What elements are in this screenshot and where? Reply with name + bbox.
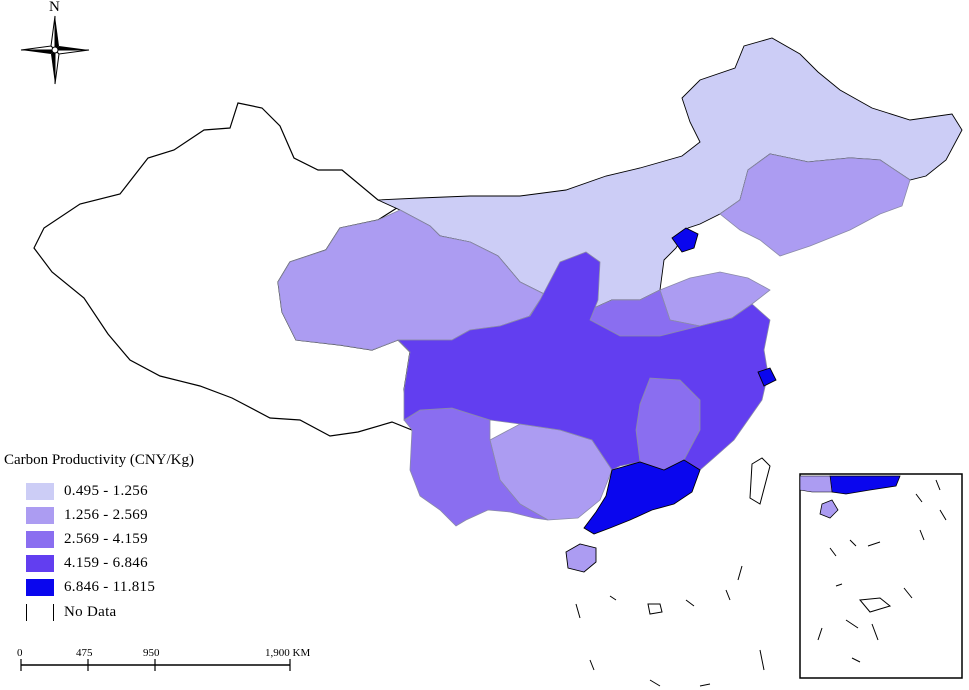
legend-label: 4.159 - 6.846 (64, 554, 148, 571)
region-dark-purple (397, 251, 771, 471)
legend-label: 2.569 - 4.159 (64, 530, 148, 547)
inset-coast (829, 475, 901, 495)
taiwan-island (749, 457, 771, 505)
inset-hainan (819, 499, 839, 519)
scale-label: 950 (143, 647, 160, 659)
region-darkest-guangdong (583, 459, 701, 535)
legend-item: 4.159 - 6.846 (26, 553, 148, 573)
legend-swatch (26, 578, 54, 596)
region-hainan (565, 543, 597, 573)
region-light-purple-northeast (719, 153, 911, 257)
inset-light-coast (799, 475, 833, 493)
legend-swatch (26, 554, 54, 572)
inset-islands (817, 479, 947, 663)
scale-label: 0 (17, 647, 23, 659)
region-darkest-shanghai (757, 367, 777, 387)
south-sea-islands (575, 565, 765, 687)
scale-label: 1,900 KM (265, 647, 311, 659)
legend-item-no-data: No Data (26, 602, 117, 622)
legend-item: 1.256 - 2.569 (26, 505, 148, 525)
north-label: N (49, 0, 60, 15)
legend-label: 1.256 - 2.569 (64, 506, 148, 523)
scale-bar (20, 659, 291, 671)
legend-item: 0.495 - 1.256 (26, 481, 148, 501)
compass-rose (20, 15, 90, 85)
legend-swatch (26, 506, 54, 524)
legend-swatch (26, 530, 54, 548)
legend-swatch (26, 482, 54, 500)
legend-title: Carbon Productivity (CNY/Kg) (4, 452, 194, 468)
scale-label: 475 (76, 647, 93, 659)
legend-item: 6.846 - 11.815 (26, 577, 155, 597)
legend-item: 2.569 - 4.159 (26, 529, 148, 549)
legend-label: 0.495 - 1.256 (64, 482, 148, 499)
legend-label: 6.846 - 11.815 (64, 578, 156, 595)
legend-label-no-data: No Data (64, 603, 117, 620)
region-darkest-beijing (671, 227, 699, 253)
no-data-swatch (26, 603, 54, 621)
